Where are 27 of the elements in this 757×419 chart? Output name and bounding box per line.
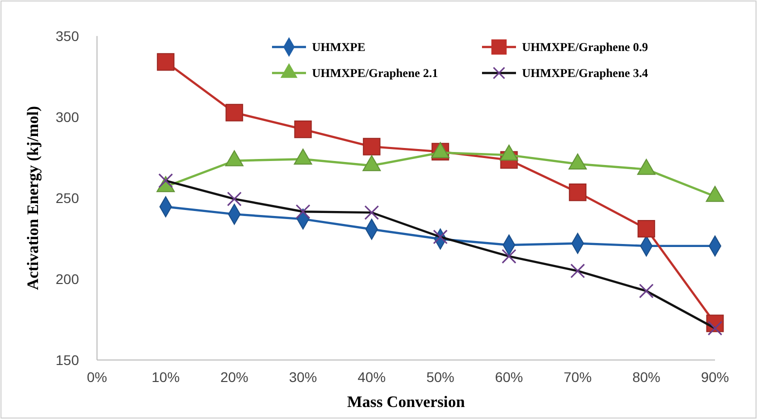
legend-label: UHMXPE/Graphene 3.4 <box>522 66 648 80</box>
legend-label: UHMXPE/Graphene 0.9 <box>522 40 648 54</box>
y-tick-label: 150 <box>56 352 80 368</box>
legend-label: UHMXPE <box>312 40 366 54</box>
x-tick-label: 80% <box>632 369 660 385</box>
point <box>156 53 174 71</box>
x-tick-label: 40% <box>358 369 386 385</box>
x-tick-label: 60% <box>494 369 524 385</box>
point <box>226 104 244 122</box>
y-tick-label: 300 <box>56 108 80 125</box>
legend-label: UHMXPE/Graphene 2.1 <box>312 66 438 80</box>
point <box>568 184 586 202</box>
x-tick-label: 70% <box>564 369 592 385</box>
y-tick-label: 350 <box>56 28 80 44</box>
x-tick-label: 90% <box>700 369 730 385</box>
y-tick-label: 250 <box>56 190 80 206</box>
point <box>638 220 656 238</box>
point <box>362 138 380 156</box>
x-tick-label: 0% <box>86 369 108 385</box>
x-tick-label: 10% <box>152 369 180 385</box>
y-tick-label: 200 <box>56 270 80 287</box>
point <box>294 120 312 138</box>
x-tick-label: 30% <box>288 369 318 385</box>
y-axis-title: Activation Energy (kj/mol) <box>25 106 42 290</box>
x-tick-label: 50% <box>426 369 454 385</box>
x-tick-label: 20% <box>220 369 248 385</box>
x-axis-title: Mass Conversion <box>347 394 465 411</box>
